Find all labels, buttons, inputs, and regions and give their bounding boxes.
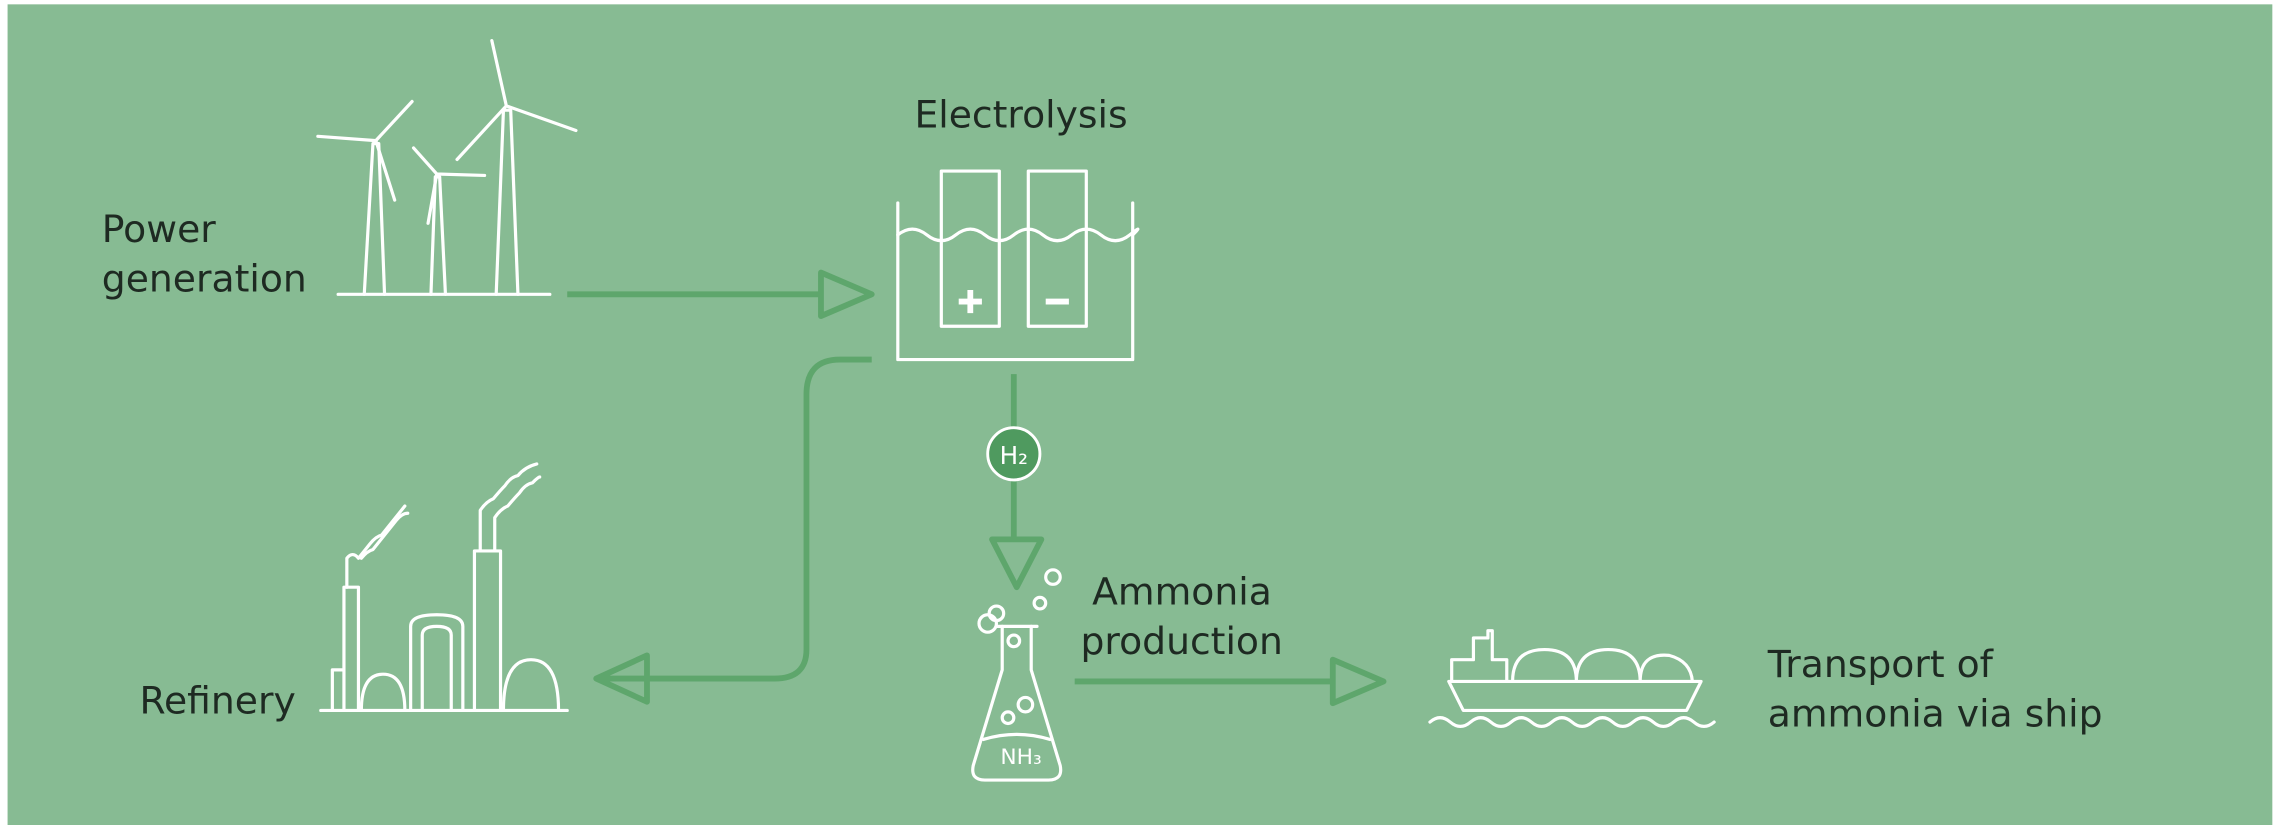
label: Refinery	[140, 678, 296, 722]
label: Ammonia	[1092, 570, 1272, 614]
label: ammonia via ship	[1768, 691, 2103, 735]
h2-label: H₂	[1000, 441, 1028, 470]
label: production	[1081, 619, 1283, 663]
label: Electrolysis	[914, 93, 1127, 137]
nh3-label: NH₃	[1000, 745, 1041, 770]
label: Transport of	[1767, 642, 1994, 686]
diagram: H₂ NH₃ Power generation Electrolysis Ref…	[0, 0, 2277, 825]
label: generation	[102, 256, 307, 300]
label: Power	[102, 207, 216, 251]
